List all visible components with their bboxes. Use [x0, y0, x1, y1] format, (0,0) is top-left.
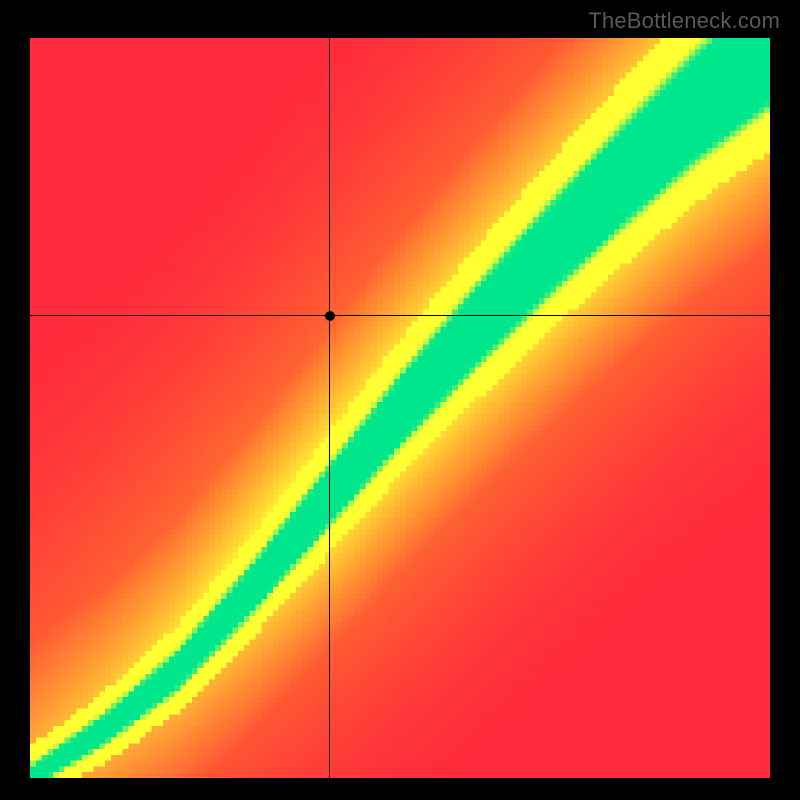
watermark-text: TheBottleneck.com: [588, 8, 780, 34]
heatmap-plot: [30, 38, 770, 778]
crosshair-horizontal: [30, 315, 770, 316]
crosshair-vertical: [329, 38, 330, 778]
crosshair-marker: [325, 311, 335, 321]
heatmap-canvas: [30, 38, 770, 778]
